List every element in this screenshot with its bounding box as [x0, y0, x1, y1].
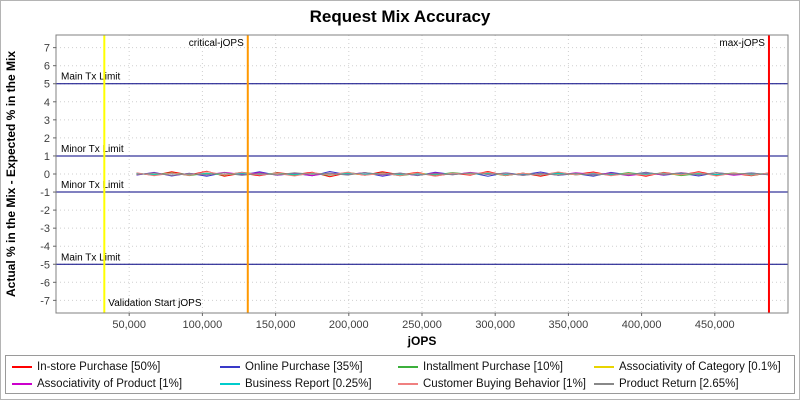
- y-tick-label: 1: [44, 151, 50, 163]
- x-tick-label: 350,000: [549, 319, 589, 331]
- legend-item: Associativity of Category [0.1%]: [594, 359, 788, 374]
- legend-label: Product Return [2.65%]: [619, 377, 739, 390]
- legend-line-icon: [220, 382, 240, 385]
- series-line: [136, 171, 770, 177]
- legend-item: In-store Purchase [50%]: [12, 359, 220, 374]
- legend-label: Installment Purchase [10%]: [423, 360, 563, 373]
- legend-item: Product Return [2.65%]: [594, 376, 788, 391]
- series-line: [136, 172, 770, 176]
- x-tick-label: 100,000: [183, 319, 223, 331]
- legend-label: Associativity of Product [1%]: [37, 377, 183, 390]
- limit-line-label: Minor Tx Limit: [61, 144, 124, 155]
- y-tick-label: -7: [40, 295, 50, 307]
- y-tick-label: -2: [40, 205, 50, 217]
- y-axis-label: Actual % in the Mix - Expected % in the …: [4, 51, 18, 297]
- y-tick-label: -3: [40, 223, 50, 235]
- legend-line-icon: [594, 365, 614, 368]
- x-tick-label: 300,000: [475, 319, 515, 331]
- y-tick-label: 6: [44, 61, 50, 73]
- y-tick-label: 2: [44, 133, 50, 145]
- legend-line-icon: [12, 365, 32, 368]
- marker-line-label: Validation Start jOPS: [108, 298, 202, 309]
- marker-line-label: max-jOPS: [719, 38, 765, 49]
- legend-line-icon: [594, 382, 614, 385]
- legend-line-icon: [398, 382, 418, 385]
- legend-item: Business Report [0.25%]: [220, 376, 398, 391]
- y-tick-label: -4: [40, 241, 50, 253]
- y-tick-label: 3: [44, 115, 50, 127]
- legend-line-icon: [398, 365, 418, 368]
- y-tick-label: -5: [40, 259, 50, 271]
- legend-label: In-store Purchase [50%]: [37, 360, 161, 373]
- y-tick-label: 5: [44, 79, 50, 91]
- y-tick-label: 4: [44, 97, 50, 109]
- y-tick-label: -6: [40, 277, 50, 289]
- chart-plot: Main Tx Limit Minor Tx Limit Minor Tx Limi…: [4, 34, 789, 348]
- legend: In-store Purchase [50%] Online Purchase […: [5, 355, 795, 394]
- marker-line-label: critical-jOPS: [189, 38, 244, 49]
- x-tick-label: 50,000: [112, 319, 146, 331]
- limit-line-label: Main Tx Limit: [61, 72, 120, 83]
- y-tick-label: 0: [44, 169, 50, 181]
- legend-item: Associativity of Product [1%]: [12, 376, 220, 391]
- legend-item: Online Purchase [35%]: [220, 359, 398, 374]
- x-tick-label: 400,000: [622, 319, 662, 331]
- x-tick-label: 150,000: [256, 319, 296, 331]
- limit-line-label: Main Tx Limit: [61, 252, 120, 263]
- x-axis-label: jOPS: [407, 334, 437, 348]
- x-tick-label: 250,000: [402, 319, 442, 331]
- legend-label: Associativity of Category [0.1%]: [619, 360, 781, 373]
- legend-label: Business Report [0.25%]: [245, 377, 372, 390]
- legend-line-icon: [12, 382, 32, 385]
- legend-label: Online Purchase [35%]: [245, 360, 363, 373]
- chart-title: Request Mix Accuracy: [309, 7, 491, 26]
- x-tick-label: 200,000: [329, 319, 369, 331]
- x-tick-label: 450,000: [695, 319, 735, 331]
- limit-line-label: Minor Tx Limit: [61, 180, 124, 191]
- legend-line-icon: [220, 365, 240, 368]
- legend-label: Customer Buying Behavior [1%]: [423, 377, 586, 390]
- legend-item: Customer Buying Behavior [1%]: [398, 376, 594, 391]
- y-tick-label: 7: [44, 43, 50, 55]
- legend-item: Installment Purchase [10%]: [398, 359, 594, 374]
- y-tick-label: -1: [40, 187, 50, 199]
